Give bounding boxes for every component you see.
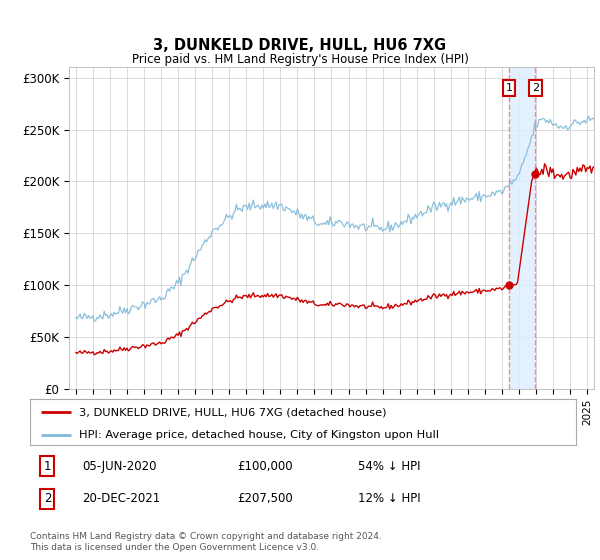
- Text: Contains HM Land Registry data © Crown copyright and database right 2024.
This d: Contains HM Land Registry data © Crown c…: [30, 532, 382, 552]
- Text: 12% ↓ HPI: 12% ↓ HPI: [358, 492, 420, 505]
- Text: 05-JUN-2020: 05-JUN-2020: [82, 460, 157, 473]
- Text: 2: 2: [532, 83, 539, 93]
- Text: HPI: Average price, detached house, City of Kingston upon Hull: HPI: Average price, detached house, City…: [79, 430, 439, 440]
- Text: 1: 1: [44, 460, 51, 473]
- Text: 54% ↓ HPI: 54% ↓ HPI: [358, 460, 420, 473]
- Text: Price paid vs. HM Land Registry's House Price Index (HPI): Price paid vs. HM Land Registry's House …: [131, 53, 469, 66]
- Text: 20-DEC-2021: 20-DEC-2021: [82, 492, 160, 505]
- Text: 2: 2: [44, 492, 51, 505]
- Text: £100,000: £100,000: [238, 460, 293, 473]
- Text: 1: 1: [506, 83, 512, 93]
- Text: £207,500: £207,500: [238, 492, 293, 505]
- Text: 3, DUNKELD DRIVE, HULL, HU6 7XG: 3, DUNKELD DRIVE, HULL, HU6 7XG: [154, 38, 446, 53]
- Bar: [509, 67, 535, 389]
- Text: 3, DUNKELD DRIVE, HULL, HU6 7XG (detached house): 3, DUNKELD DRIVE, HULL, HU6 7XG (detache…: [79, 407, 386, 417]
